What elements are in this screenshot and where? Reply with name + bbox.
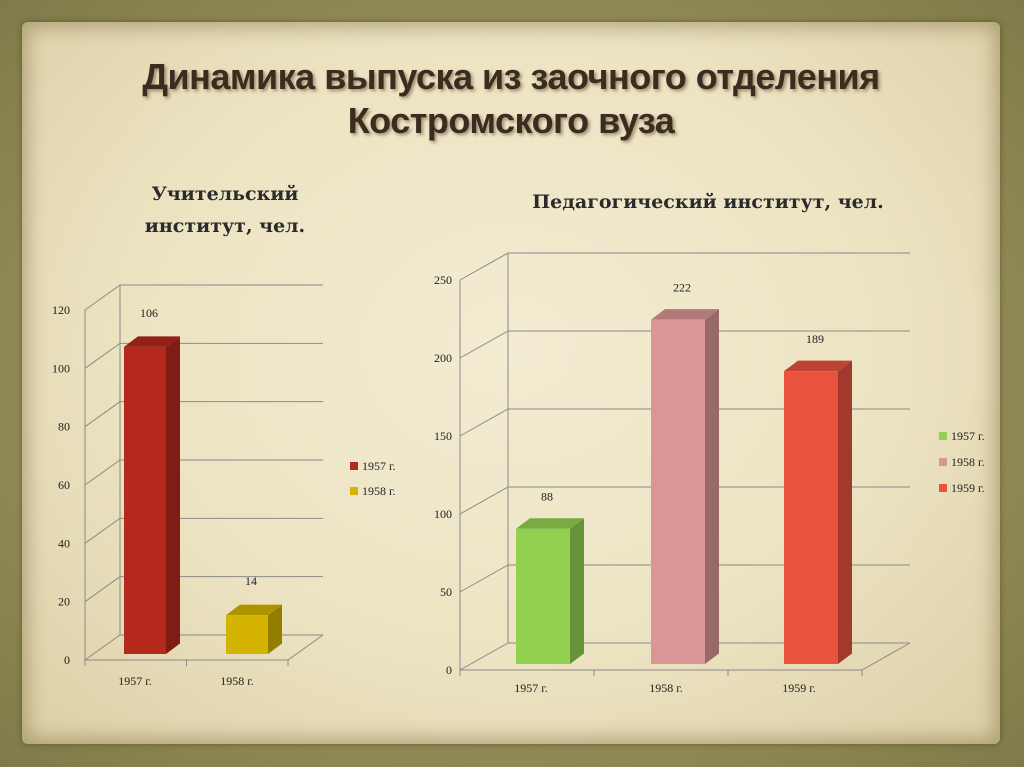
legend-swatch	[939, 458, 947, 466]
gridline-5	[459, 252, 910, 281]
gridline-1	[84, 576, 323, 603]
bar-front	[516, 528, 570, 664]
legend-swatch	[350, 487, 358, 495]
y-tick-label: 200	[434, 351, 452, 365]
bar-front	[226, 615, 268, 654]
y-tick-label: 100	[434, 507, 452, 521]
slide-title-line-2: Костромского вуза	[347, 100, 675, 141]
x-category-label: 1957 г.	[118, 674, 152, 688]
bar-2	[651, 309, 719, 664]
slide-title-line-1: Динамика выпуска из заочного отделения	[142, 56, 880, 97]
data-label: 222	[673, 281, 691, 295]
y-tick-label: 80	[58, 420, 70, 434]
legend-label: 1957 г.	[951, 429, 985, 443]
gridline-6	[84, 284, 323, 311]
x-category-label: 1958 г.	[220, 674, 254, 688]
data-label: 189	[806, 332, 824, 346]
gridline-5	[84, 342, 323, 369]
bar-3	[784, 360, 852, 664]
x-category-label: 1957 г.	[514, 681, 548, 695]
chart-heading-line-1: Учительский	[151, 183, 298, 205]
slide-title: Динамика выпуска из заочного отделения К…	[22, 55, 1000, 143]
y-tick-label: 40	[58, 536, 70, 550]
bar-side	[838, 360, 852, 664]
chart-heading-line-1: Педагогический институт, чел.	[532, 191, 884, 213]
chart-pedagogical-institute: Педагогический институт, чел. 0 50 100 150 20…	[434, 191, 985, 695]
bar-side	[705, 309, 719, 664]
gridline-0	[84, 634, 323, 661]
y-tick-label: 50	[440, 585, 452, 599]
data-label: 14	[245, 574, 257, 588]
bar-front	[124, 346, 166, 654]
bar-front	[651, 319, 705, 664]
chart-teachers-institute: Учительский институт, чел. 0 20 40 60 80 100 120…	[52, 183, 396, 688]
bar-1	[124, 336, 180, 654]
y-tick-label: 250	[434, 273, 452, 287]
legend-label: 1957 г.	[362, 459, 396, 473]
x-category-label: 1959 г.	[782, 681, 816, 695]
y-tick-label: 0	[446, 663, 452, 677]
bar-side	[570, 518, 584, 664]
chart-heading-line-2: институт, чел.	[145, 215, 305, 237]
data-label: 88	[541, 490, 553, 504]
legend-swatch	[939, 432, 947, 440]
bar-top	[226, 604, 282, 616]
legend-swatch	[350, 462, 358, 470]
y-tick-label: 120	[52, 303, 70, 317]
bar-side	[166, 336, 180, 654]
y-tick-label: 150	[434, 429, 452, 443]
legend-label: 1958 г.	[951, 455, 985, 469]
data-label: 106	[140, 306, 158, 320]
legend-swatch	[939, 484, 947, 492]
y-tick-label: 100	[52, 361, 70, 375]
bar-front	[784, 371, 838, 664]
gridline-3	[84, 459, 323, 486]
floor-edge	[85, 634, 324, 661]
bar-top	[651, 309, 719, 320]
y-tick-label: 0	[64, 653, 70, 667]
gridline-4	[84, 401, 323, 428]
bar-2	[226, 604, 282, 654]
y-tick-label: 60	[58, 478, 70, 492]
bar-side	[268, 604, 282, 654]
gridline-2	[84, 517, 323, 544]
bar-1	[516, 518, 584, 664]
legend-label: 1959 г.	[951, 481, 985, 495]
y-tick-label: 20	[58, 595, 70, 609]
x-category-label: 1958 г.	[649, 681, 683, 695]
bar-top	[784, 360, 852, 372]
legend-label: 1958 г.	[362, 484, 396, 498]
bar-top	[124, 336, 180, 347]
bar-top	[516, 518, 584, 529]
